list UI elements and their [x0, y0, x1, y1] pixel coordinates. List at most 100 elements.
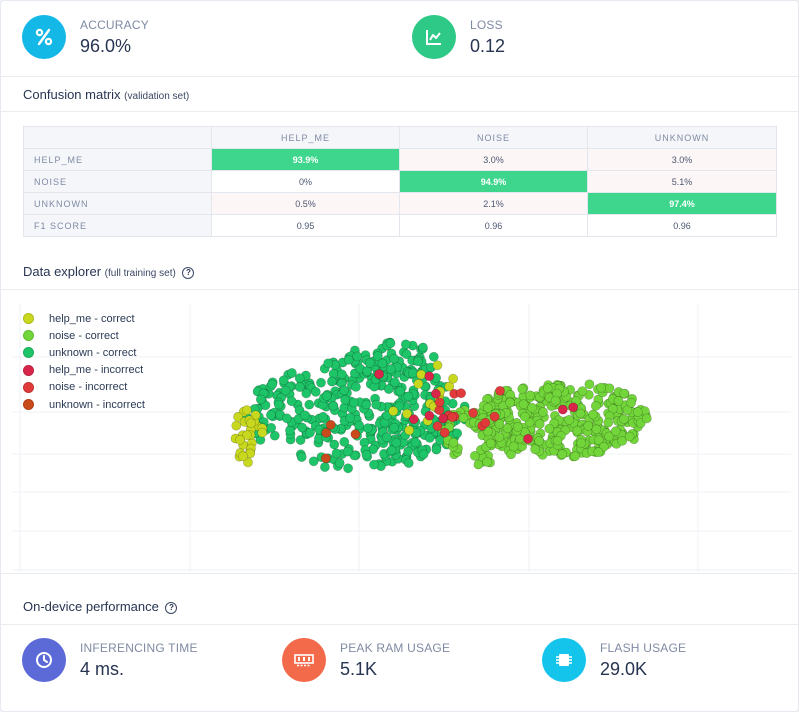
- scatter-point[interactable]: [447, 412, 458, 422]
- scatter-point[interactable]: [407, 368, 418, 378]
- scatter-point[interactable]: [403, 391, 414, 402]
- scatter-point[interactable]: [418, 449, 429, 460]
- scatter-point[interactable]: [386, 445, 397, 456]
- scatter-point[interactable]: [404, 425, 415, 436]
- scatter-point[interactable]: [480, 417, 491, 428]
- scatter-point[interactable]: [305, 427, 315, 438]
- scatter-point[interactable]: [593, 435, 604, 445]
- scatter-point[interactable]: [281, 413, 292, 424]
- scatter-point[interactable]: [624, 431, 635, 442]
- scatter-point[interactable]: [413, 379, 424, 389]
- scatter-point[interactable]: [403, 446, 413, 457]
- scatter-point[interactable]: [416, 369, 427, 380]
- scatter-point[interactable]: [542, 383, 553, 394]
- scatter-point[interactable]: [388, 406, 399, 416]
- scatter-point[interactable]: [448, 373, 458, 384]
- scatter-point[interactable]: [269, 430, 280, 441]
- scatter-point[interactable]: [473, 459, 484, 470]
- scatter-point[interactable]: [468, 408, 478, 418]
- scatter-point[interactable]: [340, 395, 350, 405]
- scatter-point[interactable]: [508, 441, 519, 452]
- scatter-point[interactable]: [339, 385, 350, 396]
- scatter-point[interactable]: [572, 425, 583, 436]
- scatter-point[interactable]: [246, 418, 256, 428]
- scatter-point[interactable]: [286, 368, 297, 378]
- scatter-point[interactable]: [575, 408, 586, 419]
- scatter-point[interactable]: [424, 432, 435, 443]
- scatter-point[interactable]: [534, 436, 545, 446]
- scatter-point[interactable]: [432, 421, 443, 432]
- data-explorer-scatter-plot[interactable]: [1, 290, 798, 572]
- scatter-point[interactable]: [350, 429, 361, 440]
- scatter-point[interactable]: [518, 399, 529, 410]
- scatter-point[interactable]: [403, 458, 414, 468]
- scatter-point[interactable]: [304, 399, 315, 410]
- scatter-point[interactable]: [250, 410, 261, 421]
- scatter-point[interactable]: [326, 376, 337, 387]
- scatter-point[interactable]: [389, 377, 400, 387]
- scatter-point[interactable]: [564, 414, 575, 425]
- scatter-point[interactable]: [489, 411, 500, 422]
- scatter-point[interactable]: [603, 417, 614, 428]
- scatter-point[interactable]: [241, 405, 252, 415]
- scatter-point[interactable]: [374, 369, 384, 379]
- scatter-point[interactable]: [482, 402, 493, 413]
- scatter-point[interactable]: [280, 385, 291, 396]
- scatter-point[interactable]: [242, 430, 252, 441]
- scatter-point[interactable]: [255, 394, 266, 405]
- scatter-point[interactable]: [502, 423, 513, 434]
- scatter-point[interactable]: [321, 391, 332, 401]
- scatter-point[interactable]: [519, 411, 530, 422]
- scatter-point[interactable]: [469, 450, 480, 461]
- legend-item[interactable]: noise - correct: [23, 327, 145, 344]
- scatter-point[interactable]: [395, 386, 406, 397]
- scatter-point[interactable]: [350, 382, 361, 392]
- scatter-point[interactable]: [610, 426, 621, 437]
- scatter-point[interactable]: [342, 446, 353, 457]
- scatter-point[interactable]: [352, 351, 363, 362]
- scatter-point[interactable]: [294, 373, 305, 384]
- scatter-point[interactable]: [231, 420, 242, 431]
- scatter-point[interactable]: [381, 432, 392, 443]
- scatter-point[interactable]: [633, 407, 643, 417]
- scatter-point[interactable]: [383, 384, 394, 394]
- scatter-point[interactable]: [257, 427, 268, 438]
- scatter-point[interactable]: [591, 424, 602, 435]
- scatter-point[interactable]: [557, 449, 568, 460]
- scatter-point[interactable]: [452, 428, 463, 439]
- scatter-point[interactable]: [273, 399, 284, 410]
- scatter-point[interactable]: [320, 453, 331, 464]
- scatter-point[interactable]: [329, 439, 340, 450]
- scatter-point[interactable]: [265, 410, 276, 420]
- scatter-point[interactable]: [339, 436, 350, 447]
- scatter-point[interactable]: [495, 386, 505, 396]
- scatter-point[interactable]: [617, 435, 628, 446]
- scatter-point[interactable]: [310, 387, 321, 397]
- scatter-point[interactable]: [583, 420, 594, 431]
- scatter-point[interactable]: [430, 388, 441, 399]
- scatter-point[interactable]: [544, 423, 555, 434]
- scatter-point[interactable]: [527, 402, 537, 413]
- scatter-point[interactable]: [336, 369, 347, 380]
- scatter-point[interactable]: [316, 377, 326, 388]
- scatter-point[interactable]: [301, 388, 312, 399]
- scatter-point[interactable]: [444, 381, 455, 392]
- scatter-point[interactable]: [604, 383, 615, 394]
- scatter-point[interactable]: [318, 412, 328, 422]
- scatter-point[interactable]: [434, 397, 445, 408]
- scatter-point[interactable]: [626, 397, 636, 408]
- legend-item[interactable]: noise - incorrect: [23, 379, 145, 396]
- scatter-point[interactable]: [513, 421, 523, 432]
- scatter-point[interactable]: [552, 435, 563, 446]
- scatter-point[interactable]: [482, 456, 492, 467]
- scatter-point[interactable]: [369, 459, 379, 470]
- scatter-point[interactable]: [286, 396, 297, 406]
- scatter-point[interactable]: [328, 401, 339, 411]
- scatter-point[interactable]: [438, 413, 449, 424]
- scatter-point[interactable]: [401, 349, 412, 360]
- scatter-point[interactable]: [590, 401, 601, 411]
- scatter-point[interactable]: [641, 413, 652, 424]
- scatter-point[interactable]: [345, 412, 355, 423]
- scatter-point[interactable]: [238, 451, 248, 462]
- scatter-point[interactable]: [408, 414, 419, 425]
